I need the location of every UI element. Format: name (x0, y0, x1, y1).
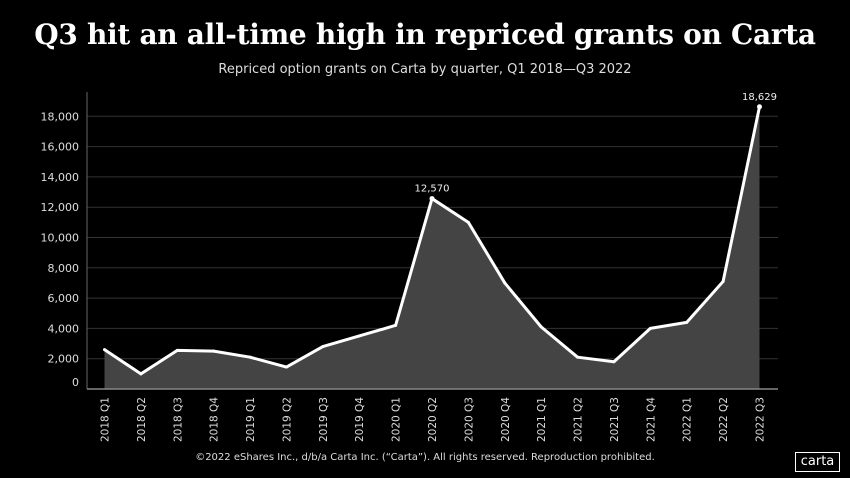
data-point (357, 334, 361, 338)
chart-title: Q3 hit an all-time high in repriced gran… (34, 18, 816, 51)
data-point (139, 372, 143, 376)
y-tick-label: 4,000 (48, 322, 80, 335)
x-tick-label: 2019 Q1 (245, 397, 257, 442)
x-tick-label: 2021 Q4 (645, 397, 657, 442)
data-point (721, 279, 725, 283)
x-tick-label: 2020 Q4 (500, 397, 512, 442)
data-point (539, 325, 543, 329)
y-tick-label: 18,000 (41, 110, 80, 123)
x-tick-label: 2019 Q4 (354, 397, 366, 442)
data-point (248, 355, 252, 359)
data-point (103, 348, 106, 352)
x-tick-label: 2018 Q4 (209, 397, 221, 442)
data-point (612, 360, 616, 364)
data-label: 18,629 (742, 92, 777, 103)
y-tick-label: 10,000 (41, 232, 80, 245)
data-point (284, 365, 288, 369)
x-tick-label: 2020 Q3 (463, 397, 475, 442)
y-tick-label: 16,000 (41, 141, 80, 154)
x-tick-label: 2022 Q1 (682, 397, 694, 442)
x-tick-label: 2020 Q2 (427, 397, 439, 442)
data-point (685, 320, 689, 324)
data-point (321, 345, 325, 349)
x-tick-label: 2022 Q3 (755, 397, 767, 442)
area-fill (104, 106, 760, 389)
y-tick-label: 6,000 (48, 292, 80, 305)
data-point (212, 349, 216, 353)
data-point (175, 348, 179, 352)
data-label: 12,570 (415, 184, 450, 195)
data-point (394, 323, 398, 327)
y-tick-label: 14,000 (41, 171, 80, 184)
x-tick-label: 2019 Q2 (281, 397, 293, 442)
x-tick-label: 2018 Q2 (136, 397, 148, 442)
data-point (648, 326, 652, 330)
data-label-marker (429, 196, 435, 202)
x-tick-label: 2021 Q3 (609, 397, 621, 442)
y-tick-label: 12,000 (41, 201, 80, 214)
y-tick-label: 2,000 (48, 353, 80, 366)
chart-subtitle: Repriced option grants on Carta by quart… (218, 62, 632, 77)
data-point (466, 220, 470, 224)
x-tick-label: 2018 Q1 (100, 397, 112, 442)
x-tick-label: 2021 Q1 (536, 397, 548, 442)
data-label-marker (757, 104, 762, 110)
x-tick-label: 2020 Q1 (391, 397, 403, 442)
y-tick-label: 8,000 (48, 262, 80, 275)
data-point (503, 281, 507, 285)
x-tick-label: 2018 Q3 (172, 397, 184, 442)
x-tick-label: 2019 Q3 (318, 397, 330, 442)
x-tick-label: 2021 Q2 (573, 397, 585, 442)
x-tick-label: 2022 Q2 (718, 397, 730, 442)
copyright-footer: ©2022 eShares Inc., d/b/a Carta Inc. (“C… (195, 452, 655, 463)
y-tick-label: 0 (72, 376, 79, 389)
data-point (576, 355, 580, 359)
carta-logo: carta (795, 452, 840, 472)
